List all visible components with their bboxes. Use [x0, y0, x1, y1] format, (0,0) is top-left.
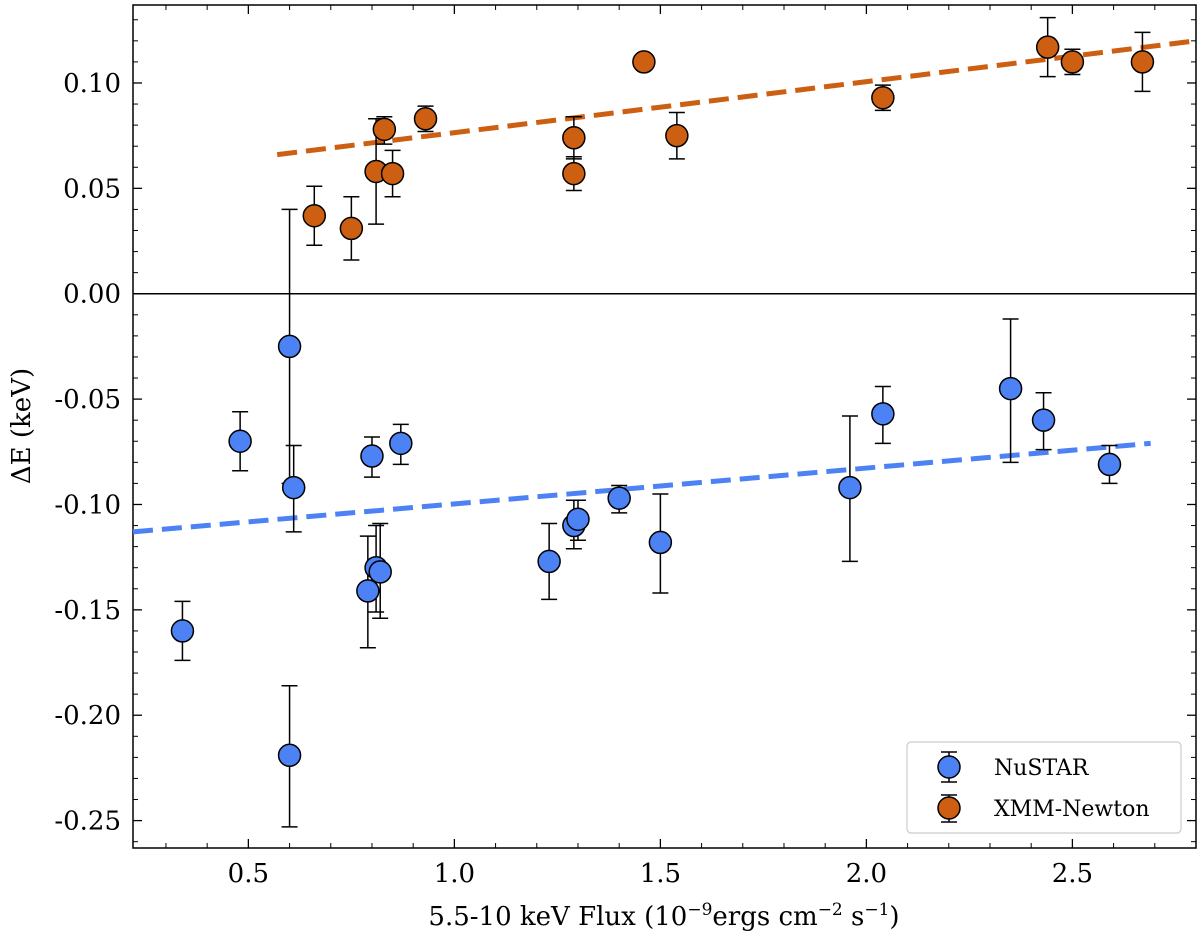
data-point [1130, 50, 1155, 74]
y-tick-label: -0.10 [54, 490, 121, 520]
plot-frame [132, 4, 1197, 849]
data-point [648, 530, 673, 555]
y-tick-label: -0.05 [54, 385, 121, 415]
data-point [170, 619, 195, 643]
x-axis-title-main: 5.5-10 keV Flux (10 [428, 902, 687, 932]
data-point [566, 507, 590, 531]
data-point [838, 475, 862, 500]
data-point [871, 85, 895, 110]
data-point [281, 475, 306, 500]
x-axis-title-exp1: −9 [687, 900, 712, 920]
x-axis-title-exp2: −2 [818, 900, 843, 920]
data-point [380, 161, 405, 186]
data-point [356, 579, 380, 603]
data-point [871, 402, 895, 426]
data-point [228, 429, 252, 454]
legend-marker-xmm [937, 794, 961, 823]
data-point [1035, 35, 1060, 59]
fit-lines-layer [132, 38, 1197, 535]
x-axis-title-end: ) [889, 902, 899, 932]
y-tick-label: -0.20 [54, 701, 121, 731]
x-tick-label: 0.5 [228, 859, 269, 889]
y-tick-label: -0.15 [54, 596, 121, 626]
x-axis-title-exp3: −1 [864, 900, 889, 920]
data-point [302, 204, 327, 228]
legend-label-nustar: NuSTAR [994, 756, 1090, 781]
data-point [277, 334, 302, 359]
data-point [665, 123, 689, 148]
data-point [277, 743, 302, 768]
errorbar-layer [174, 16, 1151, 828]
data-point [368, 560, 392, 584]
x-axis-title: 5.5-10 keV Flux (10−9ergs cm−2 s−1) [428, 900, 899, 932]
data-point [562, 126, 586, 150]
data-point [632, 50, 656, 74]
y-axis-title: ΔE (keV) [7, 368, 37, 484]
y-tick-label: 0.10 [63, 69, 121, 99]
data-point [389, 431, 413, 456]
legend-marker-nustar [937, 751, 961, 783]
legend: NuSTAR XMM-Newton [906, 741, 1182, 834]
y-tick-label: 0.00 [63, 280, 121, 310]
ticks-layer: 0.5 1.0 1.5 2.0 2.5 0.10 0.05 0.00 -0.05 -0.10 -0.… [54, 5, 1196, 889]
x-tick-label: 2.5 [1052, 859, 1093, 889]
data-point [360, 444, 384, 468]
data-point [607, 486, 631, 510]
y-tick-label: -0.25 [54, 807, 121, 837]
x-tick-label: 1.0 [434, 859, 475, 889]
data-point [1097, 452, 1122, 477]
x-tick-label: 1.5 [640, 859, 681, 889]
data-point [339, 216, 364, 241]
fit-line-1 [276, 38, 1197, 158]
data-point [1060, 50, 1085, 74]
x-tick-label: 2.0 [846, 859, 887, 889]
legend-label-xmm-newton: XMM-Newton [994, 797, 1150, 822]
data-point [1031, 408, 1056, 432]
data-point [372, 117, 397, 142]
data-point [537, 549, 561, 574]
legend-box [906, 741, 1182, 834]
data-point [413, 107, 438, 131]
points-layer [170, 35, 1155, 768]
data-point [562, 161, 586, 186]
y-tick-label: 0.05 [63, 174, 121, 204]
fit-line-0 [132, 440, 1151, 535]
x-axis-title-mid2: s [843, 902, 865, 932]
x-axis-title-mid: ergs cm [712, 902, 817, 932]
data-point [998, 376, 1023, 401]
